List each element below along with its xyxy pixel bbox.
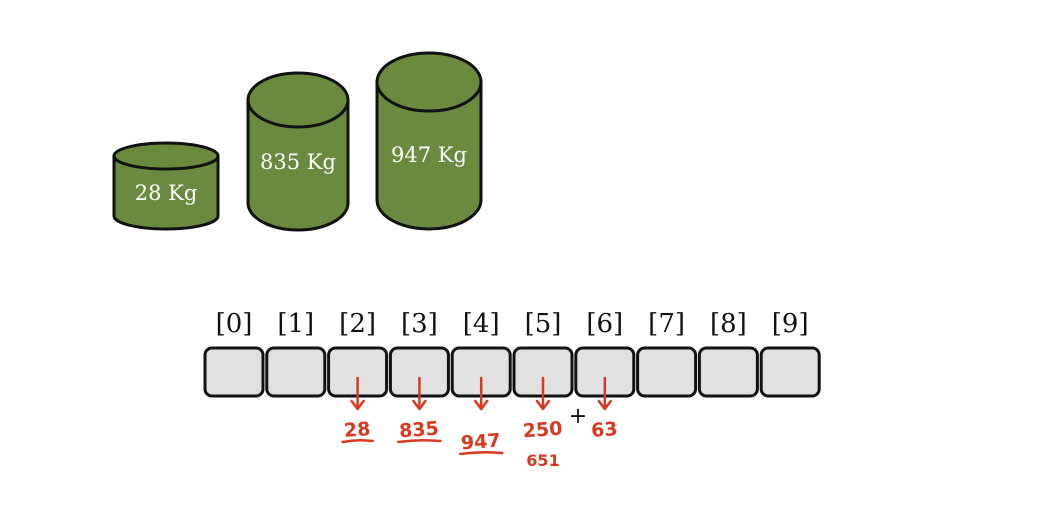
annotation-underline	[397, 438, 442, 444]
array-cell	[265, 346, 327, 398]
annotation-underline	[458, 450, 504, 456]
cylinder-body	[112, 154, 220, 231]
annotation-subvalue: 651	[526, 451, 559, 470]
plus-sign: +	[569, 404, 587, 429]
array-cell	[203, 346, 265, 398]
arrow-head	[412, 399, 427, 411]
cylinder-835kg: 835 Kg	[246, 71, 350, 232]
cylinder-label: 28 Kg	[135, 181, 198, 205]
annotation-value: 947	[460, 430, 501, 455]
cylinder-947kg: 947 Kg	[375, 51, 483, 231]
arrow-head	[535, 399, 551, 411]
array-index-label: [1]	[277, 309, 314, 339]
cylinder-top	[375, 51, 483, 113]
array-cell	[759, 346, 821, 398]
array-cell	[697, 346, 759, 398]
array-index-label: [3]	[401, 309, 438, 339]
array-index-label: [0]	[216, 309, 253, 339]
arrow-head	[350, 399, 365, 411]
array-cell	[636, 346, 698, 398]
array-index-label: [8]	[710, 309, 747, 339]
annotation-cell-2: 28	[341, 376, 374, 444]
cylinder-body	[246, 98, 350, 232]
annotation-value: 63	[590, 418, 618, 442]
annotation-cell-3: 835	[397, 376, 442, 444]
annotation-value: 250	[522, 418, 563, 443]
array-index-labels: [0] [1] [2] [3] [4] [5] [6] [7] [8] [9]	[216, 309, 809, 339]
arrow-head	[473, 399, 489, 411]
annotation-value: 28	[343, 418, 371, 442]
annotation-cell-6: 63	[590, 376, 618, 442]
array-index-label: [2]	[339, 309, 376, 339]
array-index-label: [7]	[648, 309, 685, 339]
cylinder-label: 835 Kg	[260, 150, 336, 174]
cylinder-top	[112, 141, 220, 171]
annotation-cell-4: 947	[458, 376, 504, 456]
cylinder-28kg: 28 Kg	[112, 141, 220, 231]
array-index-label: [5]	[525, 309, 562, 339]
annotation-underline	[341, 438, 374, 444]
cylinder-body	[375, 80, 483, 231]
array-index-label: [4]	[463, 309, 500, 339]
array-index-label: [9]	[772, 309, 809, 339]
cylinder-label: 947 Kg	[391, 143, 467, 167]
array-index-label: [6]	[586, 309, 623, 339]
cylinder-top	[246, 71, 350, 129]
annotation-value: 835	[398, 418, 439, 443]
array-cells	[203, 346, 821, 398]
arrow-head	[597, 399, 613, 411]
